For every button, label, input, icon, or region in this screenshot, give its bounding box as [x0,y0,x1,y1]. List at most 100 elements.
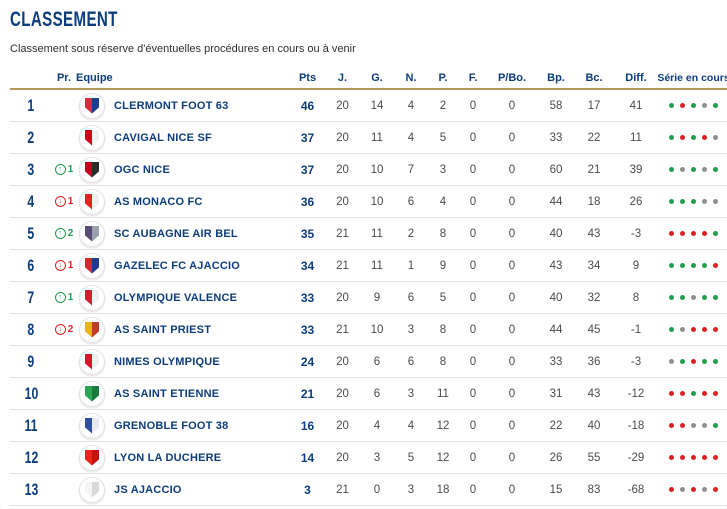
up-arrow-icon: ↑ [54,164,66,175]
cell-bc: 40 [587,419,601,432]
cell-f: 0 [469,291,477,304]
cell-pbo: 0 [508,387,516,400]
cell-bp: 43 [549,259,563,272]
col-header-equipe: Equipe [76,72,113,84]
cell-pbo: 0 [508,131,516,144]
cell-p: 5 [439,291,447,304]
cell-pbo: 0 [508,99,516,112]
cell-f: 0 [469,163,477,176]
team-name-link[interactable]: AS SAINT ETIENNE [114,387,220,400]
team-name-link[interactable]: AS MONACO FC [114,195,203,208]
form-dot-draw [691,295,696,300]
club-logo [79,124,105,151]
club-shield [85,161,99,178]
table-row: 5 ↑ 2 SC AUBAGNE AIR BEL 35 21 11 2 8 0 0… [10,218,727,250]
recent-form [669,263,718,268]
cell-j: 20 [336,355,349,368]
form-dot-loss [680,423,685,428]
form-dot-win [713,295,718,300]
team-name-link[interactable]: OLYMPIQUE VALENCE [114,291,238,304]
club-logo-circle [79,252,105,279]
form-dot-draw [669,359,674,364]
recent-form [669,167,718,172]
cell-j: 21 [336,323,349,336]
cell-pts: 21 [300,386,315,401]
club-logo [79,220,105,247]
form-dot-loss [702,327,707,332]
form-dot-win [680,263,685,268]
form-dot-loss [680,455,685,460]
form-dot-loss [702,231,707,236]
club-logo [79,156,105,183]
col-header-p: P. [438,72,448,84]
cell-pts: 46 [300,98,315,113]
pr-count: 1 [67,260,74,271]
form-dot-loss [669,455,674,460]
promotion-indicator: ↑ 1 [54,164,73,175]
cell-p: 5 [439,131,447,144]
team-name-link[interactable]: GRENOBLE FOOT 38 [114,419,229,432]
recent-form [669,103,718,108]
cell-pts: 35 [300,226,315,241]
cell-j: 21 [336,483,349,496]
form-dot-loss [691,487,696,492]
cell-g: 11 [371,131,383,144]
col-header-diff: Diff. [625,72,647,84]
team-name-link[interactable]: OGC NICE [114,163,170,176]
cell-j: 20 [336,419,349,432]
team-name-link[interactable]: CLERMONT FOOT 63 [114,99,229,112]
cell-g: 6 [373,355,381,368]
recent-form [669,423,718,428]
form-dot-win [691,391,696,396]
club-logo [79,444,105,471]
cell-p: 12 [436,419,450,432]
form-dot-win [691,103,696,108]
cell-bp: 44 [549,323,563,336]
cell-bc: 21 [587,163,601,176]
cell-g: 4 [373,419,381,432]
team-name-link[interactable]: LYON LA DUCHERE [114,451,222,464]
cell-j: 20 [336,163,349,176]
rank-number: 2 [27,127,35,147]
cell-g: 11 [371,259,383,272]
cell-pbo: 0 [508,163,516,176]
club-logo-circle [79,476,105,503]
cell-bp: 31 [549,387,563,400]
form-dot-win [691,199,696,204]
col-header-n: N. [405,72,417,84]
rank-number: 12 [24,447,38,467]
cell-diff: -3 [630,227,642,240]
pr-count: 1 [67,292,74,303]
form-dot-loss [713,263,718,268]
team-name-link[interactable]: JS AJACCIO [114,483,182,496]
club-logo-circle [79,412,105,439]
form-dot-win [669,199,674,204]
cell-bp: 33 [549,131,563,144]
team-name-link[interactable]: AS SAINT PRIEST [114,323,212,336]
rank-number: 3 [27,159,35,179]
cell-bc: 36 [587,355,601,368]
cell-pts: 37 [300,162,315,177]
team-name-link[interactable]: SC AUBAGNE AIR BEL [114,227,238,240]
club-shield [85,417,99,434]
cell-n: 6 [407,195,415,208]
form-dot-loss [713,487,718,492]
recent-form [669,231,718,236]
rank-number: 11 [24,415,38,435]
form-dot-loss [702,455,707,460]
promotion-indicator: ↓ 2 [54,324,73,335]
rank-number: 8 [27,319,35,339]
rank-number: 6 [27,255,35,275]
col-header-pbo: P/Bo. [497,72,527,84]
table-row: 4 ↓ 1 AS MONACO FC 36 20 10 6 4 0 0 44 18… [10,186,727,218]
team-name-link[interactable]: CAVIGAL NICE SF [114,131,212,144]
club-logo-circle [79,316,105,343]
cell-pbo: 0 [508,355,516,368]
recent-form [669,391,718,396]
club-shield [85,481,99,498]
cell-bc: 17 [587,99,601,112]
cell-diff: 9 [632,259,640,272]
team-name-link[interactable]: GAZELEC FC AJACCIO [114,259,241,272]
team-name-link[interactable]: NIMES OLYMPIQUE [114,355,220,368]
form-dot-loss [680,135,685,140]
